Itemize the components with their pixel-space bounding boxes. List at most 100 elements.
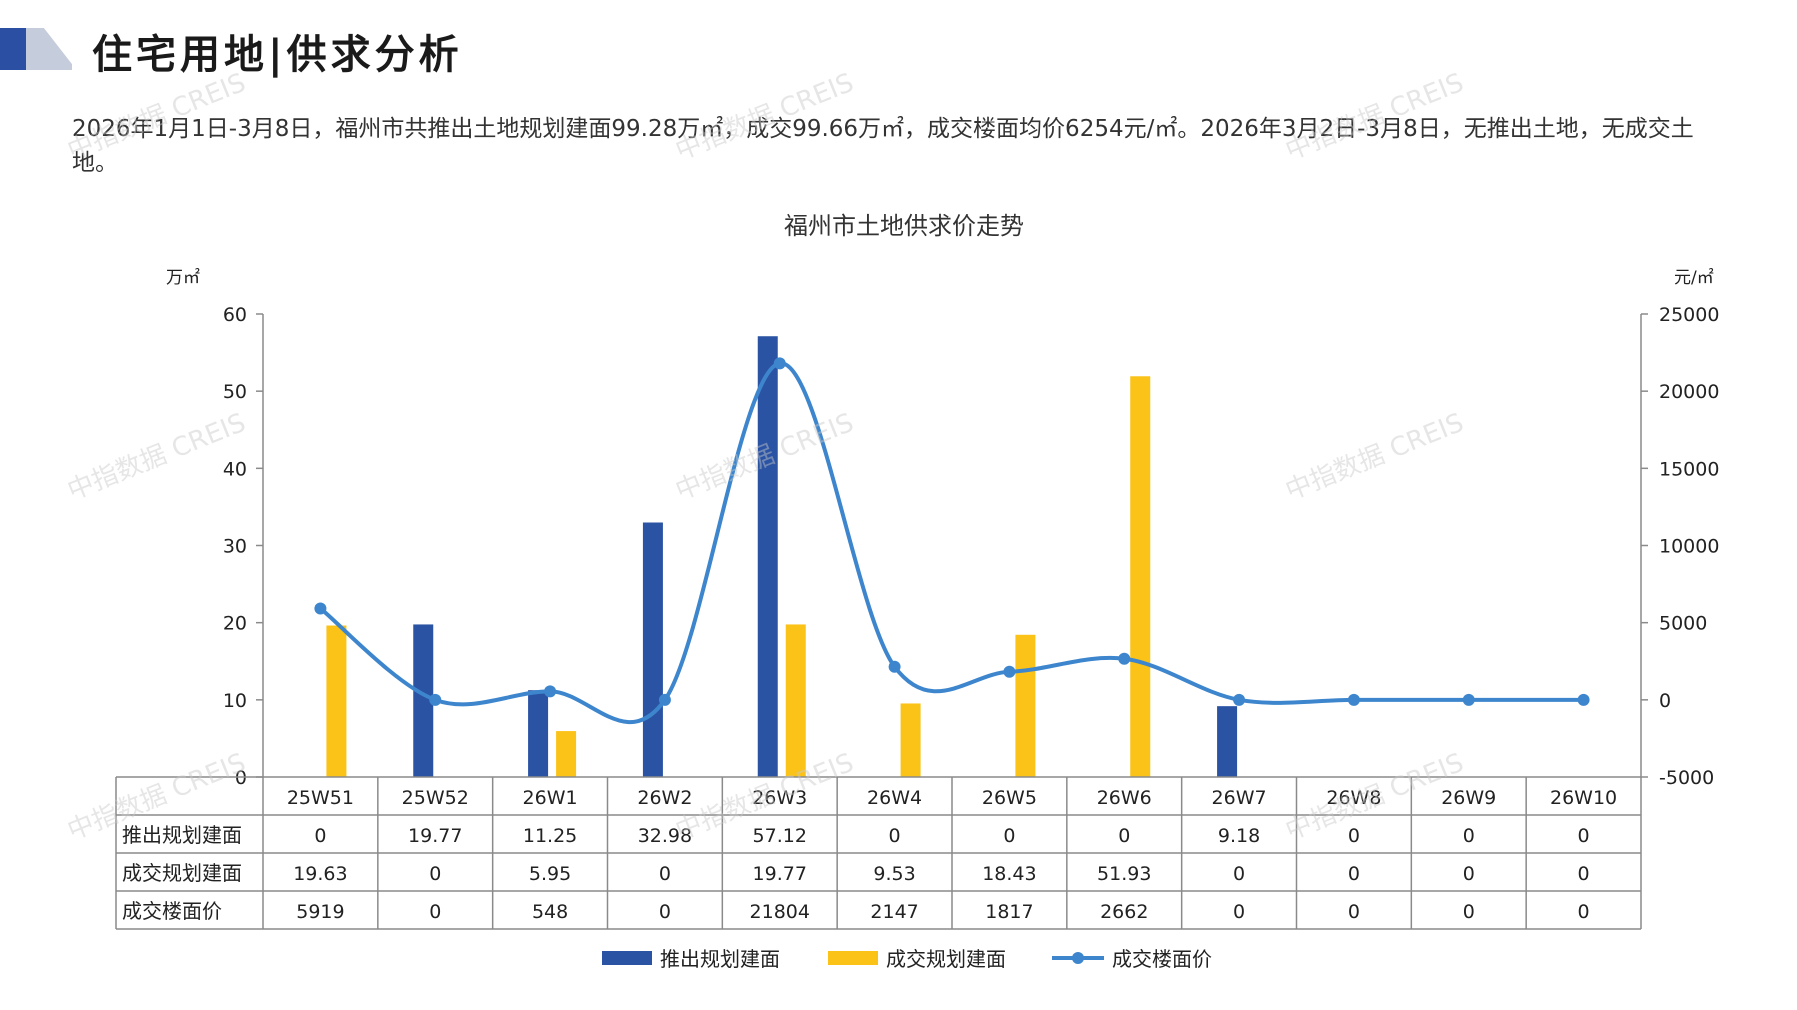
x-tick-label: 25W52 [402, 787, 469, 809]
table-cell: 0 [429, 863, 441, 885]
supply-bar [413, 624, 434, 777]
supply-bar [757, 336, 778, 777]
y-left-tick-label: 60 [223, 304, 247, 326]
y-right-tick-label: 10000 [1659, 536, 1719, 558]
table-cell: 0 [659, 863, 671, 885]
x-tick-label: 26W8 [1326, 787, 1381, 809]
y-left-tick-label: 50 [223, 381, 247, 403]
table-cell: 0 [1578, 901, 1590, 923]
price-point [1118, 652, 1131, 665]
legend-label-supply: 推出规划建面 [660, 947, 780, 971]
legend-label-price: 成交楼面价 [1112, 947, 1212, 971]
x-tick-label: 26W3 [752, 787, 807, 809]
watermark: 中指数据 CREIS [63, 408, 250, 507]
y-left-tick-label: 0 [235, 767, 247, 789]
y-left-tick-label: 10 [223, 690, 247, 712]
x-tick-label: 26W9 [1441, 787, 1496, 809]
x-tick-label: 26W4 [867, 787, 922, 809]
deal-bar [1015, 634, 1036, 777]
y-left-tick-label: 40 [223, 458, 247, 480]
watermark: 中指数据 CREIS [63, 68, 250, 167]
table-cell: 19.77 [408, 825, 462, 847]
price-point [429, 693, 442, 706]
y-right-tick-label: 5000 [1659, 613, 1707, 635]
price-point [314, 602, 327, 615]
table-cell: 57.12 [753, 825, 807, 847]
y-left-tick-label: 30 [223, 536, 247, 558]
table-cell: 548 [532, 901, 568, 923]
y-left-unit: 万㎡ [166, 268, 200, 288]
table-cell: 19.63 [293, 863, 347, 885]
x-tick-label: 26W1 [523, 787, 578, 809]
table-cell: 0 [1348, 901, 1360, 923]
supply-bar [1217, 706, 1238, 777]
table-cell: 0 [1348, 863, 1360, 885]
watermark: 中指数据 CREIS [671, 68, 858, 167]
x-tick-label: 26W2 [637, 787, 692, 809]
table-cell: 0 [659, 901, 671, 923]
legend-swatch-supply [602, 951, 652, 965]
price-point [773, 357, 786, 370]
price-point [1462, 693, 1475, 706]
price-point [544, 685, 557, 698]
table-row-header: 成交规划建面 [122, 861, 242, 885]
table-cell: 0 [1233, 901, 1245, 923]
table-cell: 51.93 [1097, 863, 1151, 885]
y-right-tick-label: -5000 [1659, 767, 1714, 789]
table-cell: 9.53 [873, 863, 915, 885]
table-cell: 0 [1463, 863, 1475, 885]
deal-bar [556, 731, 577, 777]
table-cell: 0 [1348, 825, 1360, 847]
table-cell: 5919 [296, 901, 344, 923]
page-title: 住宅用地|供求分析 [92, 32, 463, 78]
table-cell: 0 [1463, 825, 1475, 847]
watermark: 中指数据 CREIS [1281, 748, 1468, 847]
y-right-tick-label: 0 [1659, 690, 1671, 712]
y-right-tick-label: 25000 [1659, 304, 1719, 326]
y-right-tick-label: 20000 [1659, 381, 1719, 403]
price-point [1233, 693, 1246, 706]
table-cell: 32.98 [638, 825, 692, 847]
price-point [658, 693, 671, 706]
table-cell: 11.25 [523, 825, 577, 847]
table-row-header: 成交楼面价 [122, 899, 222, 923]
supply-bar [642, 522, 663, 777]
table-cell: 9.18 [1218, 825, 1260, 847]
supply-bar [528, 690, 549, 777]
table-cell: 0 [889, 825, 901, 847]
x-tick-label: 25W51 [287, 787, 354, 809]
table-cell: 0 [1003, 825, 1015, 847]
table-cell: 19.77 [753, 863, 807, 885]
table-cell: 0 [1578, 825, 1590, 847]
table-cell: 0 [1578, 863, 1590, 885]
price-line [319, 361, 1584, 725]
x-tick-label: 26W10 [1550, 787, 1617, 809]
logo-mark-icon [0, 28, 72, 70]
table-cell: 1817 [985, 901, 1033, 923]
table-cell: 5.95 [529, 863, 571, 885]
summary-text: 2026年1月1日-3月8日，福州市共推出土地规划建面99.28万㎡，成交99.… [72, 116, 1694, 176]
y-right-tick-label: 15000 [1659, 458, 1719, 480]
table-cell: 0 [1233, 863, 1245, 885]
chart-title: 福州市土地供求价走势 [784, 212, 1024, 240]
page-header: 住宅用地|供求分析 [0, 0, 1797, 110]
table-cell: 21804 [750, 901, 810, 923]
legend-swatch-price-point [1072, 952, 1084, 964]
watermark: 中指数据 CREIS [1281, 408, 1468, 507]
table-cell: 2147 [870, 901, 918, 923]
price-point [1003, 665, 1016, 678]
table-row-header: 推出规划建面 [122, 823, 242, 847]
price-point [1577, 693, 1590, 706]
legend-swatch-deal [828, 951, 878, 965]
y-right-unit: 元/㎡ [1674, 268, 1714, 288]
table-cell: 18.43 [982, 863, 1036, 885]
table-cell: 2662 [1100, 901, 1148, 923]
table-cell: 0 [314, 825, 326, 847]
deal-bar [785, 624, 806, 777]
x-tick-label: 26W5 [982, 787, 1037, 809]
watermark: 中指数据 CREIS [1281, 68, 1468, 167]
deal-bar [1130, 376, 1151, 777]
table-cell: 0 [1118, 825, 1130, 847]
table-cell: 0 [429, 901, 441, 923]
